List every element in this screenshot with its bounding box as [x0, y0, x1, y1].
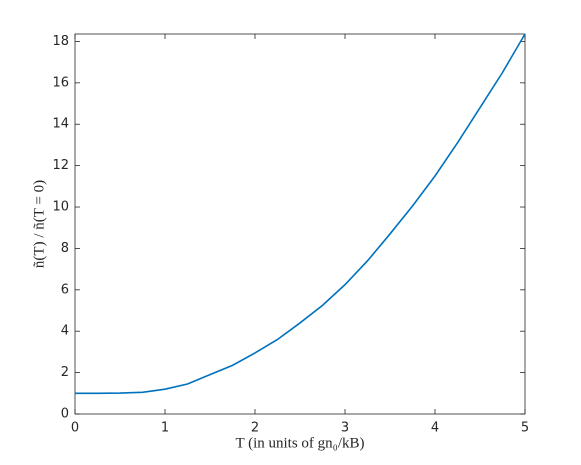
x-tick-label: 2 [251, 421, 259, 436]
y-tick-label: 4 [61, 324, 69, 339]
x-tick-label: 3 [341, 421, 349, 436]
x-tick-label: 5 [521, 421, 529, 436]
y-tick-label: 10 [52, 200, 69, 215]
x-tick-label: 0 [71, 421, 79, 436]
y-tick-label: 16 [52, 75, 69, 90]
x-tick-label: 1 [161, 421, 169, 436]
y-tick-label: 8 [61, 241, 69, 256]
y-axis-label: ñ(T) / ñ(T = 0) [31, 180, 47, 268]
y-tick-label: 0 [61, 407, 69, 422]
y-tick-label: 14 [52, 117, 69, 132]
data-line [75, 33, 526, 395]
y-tick-label: 6 [61, 282, 69, 297]
y-tick-label: 2 [61, 365, 69, 380]
y-tick-label: 12 [52, 158, 69, 173]
plot-box [74, 33, 526, 415]
x-axis-label: T (in units of gn₀/kB) [235, 435, 364, 451]
x-tick-label: 4 [431, 421, 439, 436]
y-tick-label: 18 [52, 34, 69, 49]
